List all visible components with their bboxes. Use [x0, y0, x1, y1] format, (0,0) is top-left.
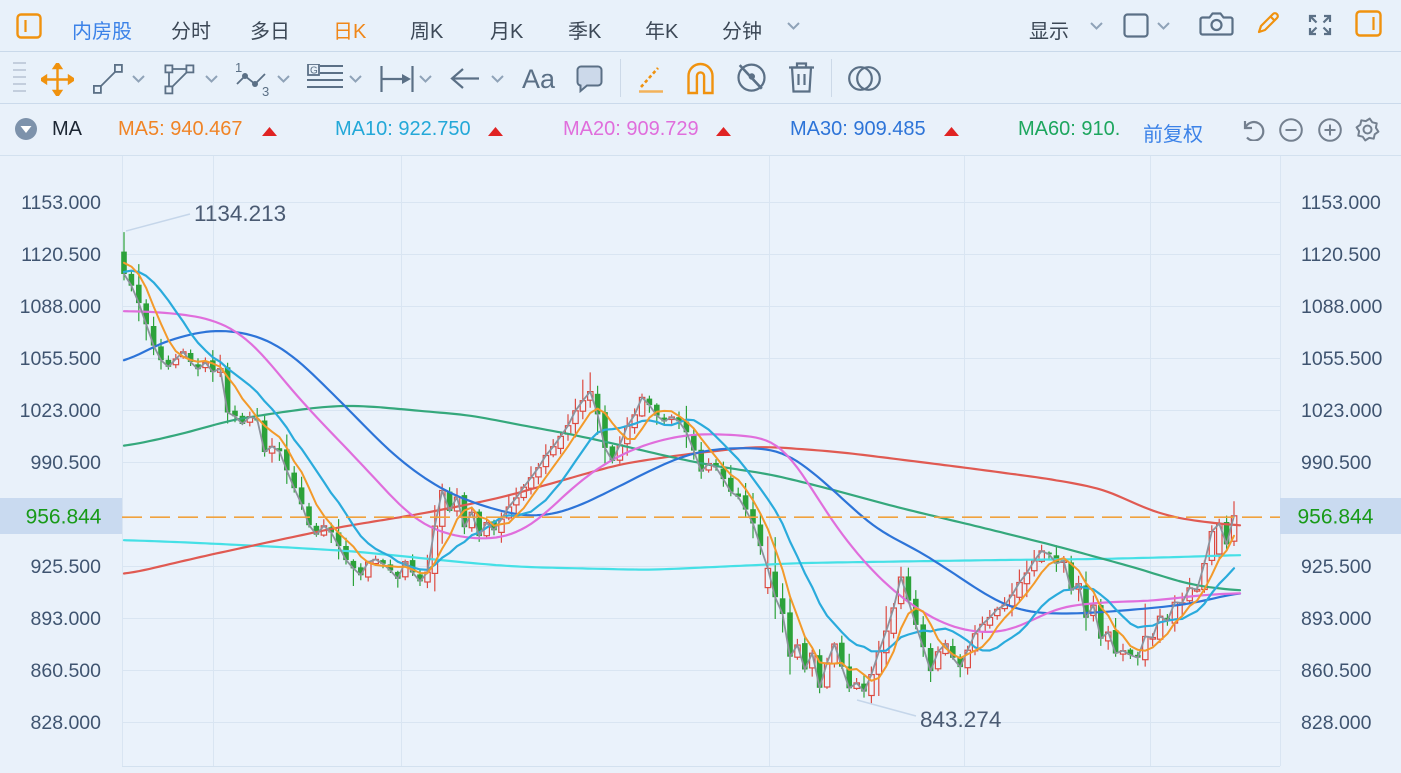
svg-text:1088.000: 1088.000 [20, 296, 101, 318]
svg-text:956.844: 956.844 [1298, 506, 1374, 529]
svg-text:1120.500: 1120.500 [1301, 244, 1381, 266]
svg-text:1088.000: 1088.000 [1301, 296, 1382, 318]
svg-text:893.000: 893.000 [1301, 608, 1372, 630]
svg-text:1023.000: 1023.000 [1301, 400, 1382, 422]
svg-text:1153.000: 1153.000 [21, 192, 101, 214]
svg-text:828.000: 828.000 [1301, 712, 1372, 734]
svg-text:1120.500: 1120.500 [21, 244, 101, 266]
svg-text:1023.000: 1023.000 [20, 400, 101, 422]
svg-text:893.000: 893.000 [31, 608, 102, 630]
svg-text:1153.000: 1153.000 [1301, 192, 1381, 214]
svg-text:925.500: 925.500 [31, 556, 102, 578]
svg-text:860.500: 860.500 [31, 660, 102, 682]
svg-text:925.500: 925.500 [1301, 556, 1372, 578]
svg-text:990.500: 990.500 [1301, 452, 1372, 474]
svg-text:G: G [310, 66, 318, 77]
svg-text:990.500: 990.500 [31, 452, 102, 474]
svg-text:1: 1 [235, 60, 242, 75]
svg-text:956.844: 956.844 [26, 506, 102, 529]
svg-text:1055.500: 1055.500 [1301, 348, 1382, 370]
svg-text:3: 3 [262, 84, 269, 98]
svg-text:828.000: 828.000 [31, 712, 102, 734]
svg-text:860.500: 860.500 [1301, 660, 1372, 682]
svg-text:1134.213: 1134.213 [194, 201, 286, 226]
svg-text:843.274: 843.274 [920, 707, 1001, 732]
svg-text:1055.500: 1055.500 [20, 348, 101, 370]
